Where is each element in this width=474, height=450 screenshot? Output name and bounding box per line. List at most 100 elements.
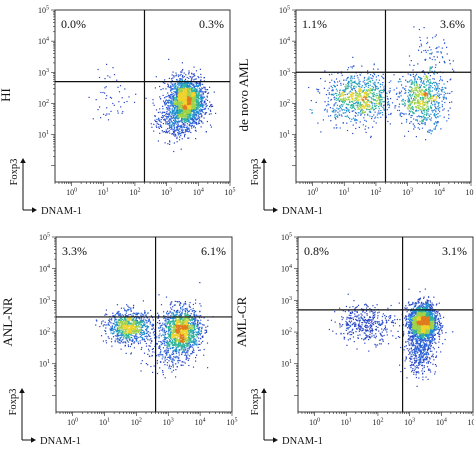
event-point bbox=[174, 135, 176, 137]
event-point bbox=[194, 98, 196, 101]
event-point bbox=[179, 103, 181, 105]
event-point bbox=[186, 96, 188, 98]
event-point bbox=[365, 120, 367, 122]
event-point bbox=[147, 334, 150, 336]
event-point bbox=[100, 335, 103, 337]
event-point bbox=[196, 88, 198, 90]
event-point bbox=[420, 81, 422, 83]
event-point bbox=[173, 91, 175, 93]
event-point bbox=[186, 82, 188, 84]
event-point bbox=[194, 93, 196, 95]
event-point bbox=[427, 95, 429, 97]
event-point bbox=[372, 88, 374, 90]
event-point bbox=[186, 115, 188, 117]
event-point bbox=[435, 47, 437, 50]
event-point bbox=[409, 101, 411, 103]
event-point bbox=[169, 111, 171, 113]
event-point bbox=[436, 97, 438, 99]
event-point bbox=[168, 86, 171, 88]
event-point bbox=[335, 127, 337, 129]
event-point bbox=[185, 98, 187, 100]
event-point bbox=[184, 91, 186, 93]
event-point bbox=[150, 309, 152, 311]
event-point bbox=[179, 75, 181, 77]
event-point bbox=[124, 88, 126, 90]
event-point bbox=[441, 89, 444, 91]
event-point bbox=[179, 108, 181, 111]
event-point bbox=[174, 122, 176, 124]
event-point bbox=[354, 92, 357, 94]
event-point bbox=[162, 88, 164, 90]
event-point bbox=[177, 123, 179, 125]
event-point bbox=[195, 107, 198, 109]
event-point bbox=[182, 84, 184, 86]
event-point bbox=[165, 99, 167, 102]
event-point bbox=[129, 345, 131, 348]
event-point bbox=[337, 108, 339, 110]
event-point bbox=[190, 107, 192, 109]
event-point bbox=[335, 124, 337, 126]
event-point bbox=[408, 113, 410, 115]
event-point bbox=[431, 110, 433, 112]
event-point bbox=[168, 101, 170, 103]
event-point bbox=[176, 112, 178, 114]
event-point bbox=[380, 101, 382, 103]
event-point bbox=[168, 112, 170, 114]
event-point bbox=[435, 64, 437, 66]
event-point bbox=[170, 120, 172, 122]
event-point bbox=[445, 92, 447, 95]
event-point bbox=[352, 99, 354, 101]
event-point bbox=[181, 103, 183, 105]
event-point bbox=[187, 137, 189, 139]
event-point bbox=[351, 96, 353, 98]
event-point bbox=[202, 91, 204, 93]
event-point bbox=[167, 84, 169, 86]
event-point bbox=[310, 100, 312, 102]
event-point bbox=[441, 56, 443, 58]
event-point bbox=[395, 105, 397, 107]
event-point bbox=[197, 97, 199, 99]
event-point bbox=[116, 311, 119, 313]
event-point bbox=[438, 104, 440, 106]
event-point bbox=[124, 344, 126, 346]
event-point bbox=[368, 90, 370, 92]
event-point bbox=[341, 105, 343, 107]
event-point bbox=[169, 94, 171, 97]
event-point bbox=[186, 104, 189, 106]
event-point bbox=[128, 96, 130, 98]
event-point bbox=[203, 96, 205, 98]
event-point bbox=[420, 77, 422, 79]
event-point bbox=[187, 101, 190, 103]
event-point bbox=[421, 77, 423, 79]
event-point bbox=[153, 104, 155, 106]
event-point bbox=[378, 110, 380, 112]
event-point bbox=[198, 119, 200, 121]
event-point bbox=[368, 106, 370, 108]
event-point bbox=[194, 85, 196, 88]
event-point bbox=[419, 101, 421, 104]
event-point bbox=[358, 92, 360, 94]
event-point bbox=[100, 117, 102, 119]
event-point bbox=[193, 66, 195, 68]
event-point bbox=[387, 98, 389, 100]
event-point bbox=[117, 110, 119, 112]
event-point bbox=[424, 86, 426, 88]
y-tick-label: 105 bbox=[38, 6, 49, 16]
event-point bbox=[369, 89, 371, 91]
event-point bbox=[361, 86, 363, 88]
event-point bbox=[201, 99, 203, 101]
event-point bbox=[379, 94, 381, 96]
event-point bbox=[124, 330, 126, 332]
event-point bbox=[356, 119, 358, 121]
event-point bbox=[188, 85, 190, 88]
event-point bbox=[426, 109, 428, 111]
event-point bbox=[357, 103, 359, 105]
event-point bbox=[185, 87, 187, 89]
event-point bbox=[187, 88, 189, 91]
event-point bbox=[198, 101, 200, 103]
event-point bbox=[198, 77, 200, 79]
event-point bbox=[193, 101, 195, 104]
event-point bbox=[420, 78, 422, 80]
event-point bbox=[159, 85, 161, 88]
event-point bbox=[420, 115, 422, 118]
